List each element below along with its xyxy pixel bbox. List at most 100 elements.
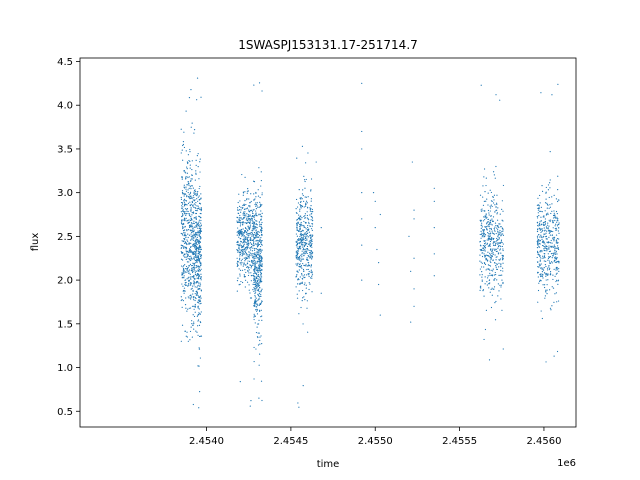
data-point (188, 272, 190, 275)
data-point (255, 331, 258, 334)
data-point (196, 258, 198, 260)
data-point (192, 199, 194, 201)
data-point (181, 219, 183, 221)
data-point (300, 224, 303, 226)
data-point (257, 298, 260, 300)
data-point (492, 259, 494, 262)
data-point (295, 212, 298, 214)
data-point (244, 200, 246, 202)
data-point (497, 229, 499, 231)
data-point (306, 245, 309, 248)
data-point (180, 258, 183, 260)
data-point (187, 191, 189, 194)
data-point (307, 262, 309, 264)
data-point (556, 221, 558, 223)
data-point (187, 270, 189, 272)
data-point (554, 217, 556, 219)
data-point (546, 207, 548, 209)
data-point (255, 192, 257, 194)
data-point (254, 215, 256, 217)
data-point (243, 262, 245, 264)
data-point (193, 229, 195, 231)
data-point (546, 293, 548, 295)
data-point (180, 251, 182, 253)
data-point (481, 276, 483, 278)
data-point (499, 248, 502, 250)
data-point (310, 239, 312, 242)
data-point (496, 250, 498, 252)
data-point (306, 300, 308, 302)
data-point (298, 238, 300, 240)
data-point (309, 214, 311, 216)
data-point (181, 234, 184, 236)
data-point (545, 236, 547, 238)
data-point (308, 288, 310, 291)
data-point (536, 217, 539, 219)
data-point (258, 206, 260, 208)
data-point (250, 280, 252, 282)
data-point (180, 211, 182, 213)
data-point (490, 238, 492, 240)
data-point (182, 143, 185, 146)
data-point (256, 234, 258, 236)
data-point (185, 258, 187, 260)
data-point (200, 227, 202, 230)
data-point (306, 239, 308, 241)
data-point (180, 128, 182, 130)
data-point (261, 265, 263, 268)
data-point (191, 305, 194, 307)
data-point (540, 267, 542, 269)
data-point (256, 313, 259, 315)
data-point (487, 251, 489, 253)
data-point (258, 296, 261, 298)
data-point (248, 210, 250, 212)
data-point (190, 126, 192, 128)
data-point (194, 226, 196, 228)
data-point (537, 212, 539, 214)
data-point (540, 228, 542, 230)
data-point (500, 269, 502, 272)
data-point (481, 280, 483, 282)
data-point (543, 286, 546, 289)
data-point (257, 344, 260, 346)
data-point (251, 218, 253, 220)
data-point (190, 250, 193, 252)
data-point (255, 297, 257, 299)
data-point (310, 269, 312, 271)
data-point (555, 269, 557, 271)
data-point (479, 248, 481, 251)
data-point (257, 283, 259, 285)
data-point (488, 222, 491, 224)
data-point (194, 267, 196, 269)
data-point (195, 172, 197, 174)
data-point (247, 236, 249, 238)
data-point (183, 193, 185, 196)
data-point (187, 210, 189, 213)
data-point (361, 130, 363, 133)
data-point (479, 260, 481, 262)
data-point (246, 228, 248, 230)
data-point (545, 247, 548, 250)
data-point (185, 203, 187, 206)
data-point (248, 215, 250, 217)
data-point (490, 200, 493, 202)
data-point (187, 250, 189, 253)
data-point (261, 319, 263, 321)
data-point (311, 235, 313, 237)
data-point (257, 284, 259, 286)
data-point (544, 295, 547, 297)
data-point (536, 235, 539, 237)
data-point (493, 233, 495, 235)
data-point (546, 249, 548, 251)
data-point (297, 271, 299, 273)
data-point (296, 228, 298, 230)
data-point (253, 193, 255, 195)
data-point (548, 250, 551, 253)
data-point (553, 268, 555, 270)
data-point (296, 229, 298, 231)
data-point (198, 347, 200, 349)
x-tick-label: 2.4540 (189, 436, 224, 447)
data-point (182, 271, 185, 273)
data-point (485, 254, 487, 256)
data-point (489, 240, 492, 243)
